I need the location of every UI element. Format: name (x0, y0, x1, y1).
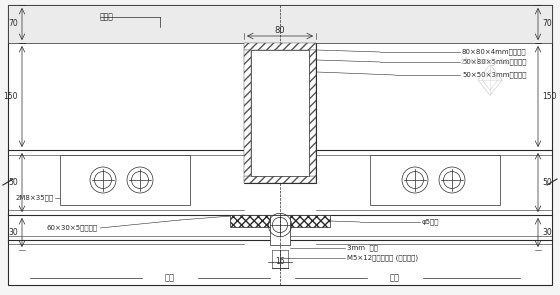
Text: 70: 70 (8, 19, 18, 29)
Bar (8, 5, 552, 43)
Text: 150: 150 (542, 92, 557, 101)
Text: 16: 16 (275, 256, 285, 266)
Text: 80: 80 (275, 26, 285, 35)
Text: 30: 30 (8, 228, 18, 237)
Text: 50×50×3mm角铝横梁: 50×50×3mm角铝横梁 (462, 72, 526, 78)
Text: 节点: 节点 (390, 273, 400, 283)
Bar (230, 215, 330, 227)
Text: 70: 70 (542, 19, 552, 29)
Text: 80×80×4mm角铝横梁: 80×80×4mm角铝横梁 (462, 49, 526, 55)
Text: 150: 150 (3, 92, 18, 101)
Text: 50: 50 (8, 178, 18, 187)
Text: zhulong.com: zhulong.com (461, 58, 519, 66)
Bar (60, 155, 190, 205)
Bar (244, 50, 251, 176)
Text: 节点: 节点 (165, 273, 175, 283)
Bar (370, 155, 500, 205)
Bar (244, 176, 316, 183)
Bar (244, 43, 316, 183)
Text: M5×12不锈钉螺栋 (配内化钉): M5×12不锈钉螺栋 (配内化钉) (347, 255, 418, 261)
Text: 50: 50 (542, 178, 552, 187)
Text: 3mm  缝宽: 3mm 缝宽 (347, 245, 378, 251)
Text: 结构层: 结构层 (100, 12, 114, 22)
Text: 2M8×35螺栋: 2M8×35螺栋 (16, 195, 54, 201)
Text: 60×30×5角铝横梁: 60×30×5角铝横梁 (47, 225, 98, 231)
Text: 50×80×5mm角铝横梁: 50×80×5mm角铝横梁 (462, 59, 526, 65)
Bar (270, 215, 290, 245)
Bar (244, 43, 316, 50)
Text: 30: 30 (542, 228, 552, 237)
Bar (251, 50, 309, 176)
Text: φ5铆钉: φ5铆钉 (422, 219, 440, 225)
Bar (309, 50, 316, 176)
